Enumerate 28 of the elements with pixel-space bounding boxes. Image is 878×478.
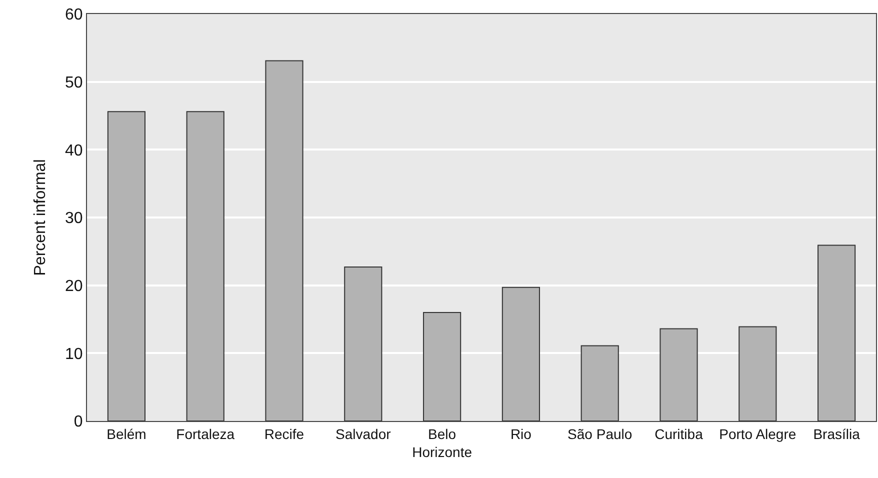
x-tick-label: Salvador xyxy=(336,426,392,442)
x-tick-label: Fortaleza xyxy=(176,426,235,442)
x-tick-label: Belém xyxy=(106,426,146,442)
x-tick-label: Recife xyxy=(264,426,304,442)
bar xyxy=(265,60,304,421)
bar xyxy=(502,286,540,421)
y-tick-label: 20 xyxy=(65,278,83,295)
x-tick-label: Belo Horizonte xyxy=(412,426,472,460)
x-tick-label: Brasília xyxy=(813,426,860,442)
x-tick-label: São Paulo xyxy=(568,426,632,442)
y-tick-label: 0 xyxy=(74,414,83,431)
bar xyxy=(423,312,462,421)
y-tick-label: 10 xyxy=(65,346,83,363)
bar xyxy=(344,266,382,421)
y-tick-label: 40 xyxy=(65,142,83,160)
bar xyxy=(660,328,698,421)
bar xyxy=(818,244,856,421)
bar xyxy=(107,111,146,421)
bar xyxy=(580,345,619,421)
y-axis-title: Percent informal xyxy=(32,159,49,276)
y-tick-label: 60 xyxy=(65,6,83,24)
x-tick-label: Curitiba xyxy=(654,426,704,442)
y-tick-label: 50 xyxy=(65,74,83,92)
y-tick-label: 30 xyxy=(65,210,83,228)
x-tick-label: Porto Alegre xyxy=(719,426,796,442)
bar xyxy=(738,326,777,421)
bar xyxy=(186,111,224,421)
x-tick-label: Rio xyxy=(510,426,532,442)
